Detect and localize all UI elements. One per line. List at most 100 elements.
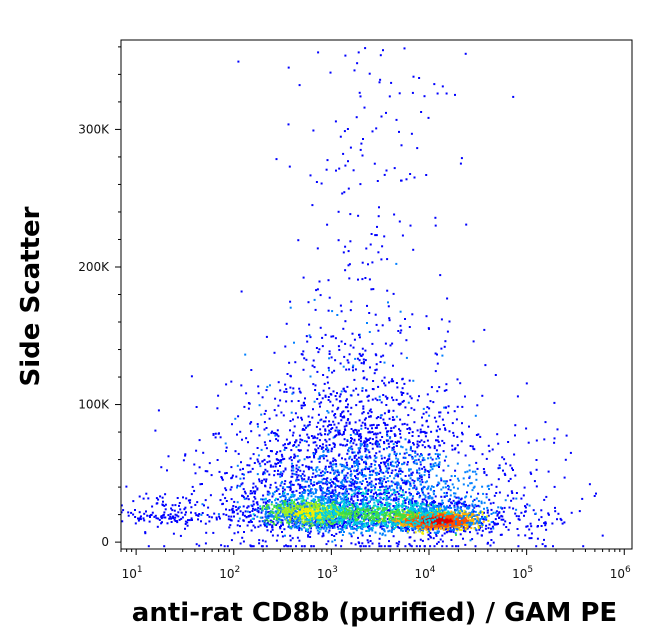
data-point [392, 443, 395, 446]
data-point [312, 468, 315, 471]
data-point [271, 495, 274, 498]
data-point [390, 430, 393, 432]
data-point [346, 503, 349, 506]
data-point [367, 488, 370, 491]
data-point [486, 485, 489, 488]
data-point [442, 450, 445, 453]
data-point [351, 517, 354, 520]
data-point [395, 398, 398, 401]
data-point [490, 483, 493, 486]
data-point [330, 335, 333, 338]
data-point [296, 527, 299, 530]
data-point [303, 458, 306, 461]
data-point [367, 263, 369, 266]
data-point [190, 506, 193, 509]
data-point [351, 458, 353, 461]
data-point [425, 504, 428, 507]
data-point [383, 491, 386, 494]
data-point [142, 497, 145, 500]
data-point [278, 515, 281, 518]
data-point [449, 528, 452, 531]
data-point [342, 387, 345, 390]
data-point [391, 464, 394, 467]
data-point [257, 506, 260, 509]
data-point [312, 359, 315, 362]
data-point [360, 493, 363, 495]
data-point [435, 429, 438, 432]
data-point [366, 395, 369, 398]
data-point [350, 484, 353, 487]
data-point [380, 115, 383, 118]
data-point [230, 515, 233, 518]
data-point [525, 382, 528, 385]
data-point [451, 422, 454, 425]
data-point [483, 511, 485, 514]
data-point [478, 519, 481, 522]
data-point [411, 471, 414, 474]
data-point [299, 438, 302, 441]
data-point [289, 486, 292, 489]
data-point [365, 389, 367, 392]
data-point [486, 509, 489, 512]
data-point [287, 493, 289, 496]
data-point [297, 468, 300, 471]
data-point [304, 522, 307, 525]
data-point [358, 91, 361, 94]
data-point [212, 433, 215, 436]
data-point [479, 510, 482, 513]
data-point [457, 502, 460, 505]
data-point [382, 49, 384, 52]
data-point [395, 499, 398, 501]
data-point [188, 501, 191, 504]
data-point [507, 528, 510, 531]
data-point [423, 474, 426, 477]
data-point [213, 512, 216, 515]
data-point [498, 511, 501, 514]
data-point [374, 496, 377, 499]
data-point [435, 464, 438, 467]
data-point [281, 472, 284, 475]
data-point [373, 520, 375, 522]
data-point [310, 514, 313, 516]
data-point [321, 345, 324, 348]
data-point [171, 504, 174, 507]
data-point [369, 470, 371, 473]
data-point [445, 531, 448, 534]
data-point [242, 488, 245, 491]
data-point [297, 239, 300, 242]
data-point [249, 545, 252, 548]
data-point [349, 455, 352, 458]
data-point [359, 515, 362, 518]
data-point [554, 510, 557, 513]
data-point [298, 529, 301, 532]
data-point [328, 444, 331, 446]
data-point [441, 534, 444, 537]
data-point [414, 450, 417, 453]
data-point [279, 527, 282, 530]
data-point [279, 473, 282, 476]
data-point [186, 521, 189, 524]
data-point [195, 514, 198, 517]
data-point [303, 545, 306, 548]
data-point [329, 478, 332, 481]
data-point [357, 490, 360, 493]
data-point [230, 539, 233, 542]
data-point [305, 530, 308, 532]
data-point [339, 463, 342, 466]
data-point [314, 384, 317, 387]
data-point [422, 493, 425, 496]
data-point [386, 509, 389, 512]
data-point [224, 442, 227, 445]
data-point [445, 526, 448, 529]
data-point [376, 432, 379, 435]
data-point [341, 192, 344, 195]
data-point [387, 530, 390, 533]
data-point [267, 517, 270, 520]
data-point [285, 390, 288, 393]
data-point [342, 520, 345, 523]
data-point [273, 490, 276, 493]
data-point [443, 442, 446, 445]
data-point [407, 414, 410, 417]
data-point [448, 320, 451, 323]
data-point [356, 357, 359, 360]
